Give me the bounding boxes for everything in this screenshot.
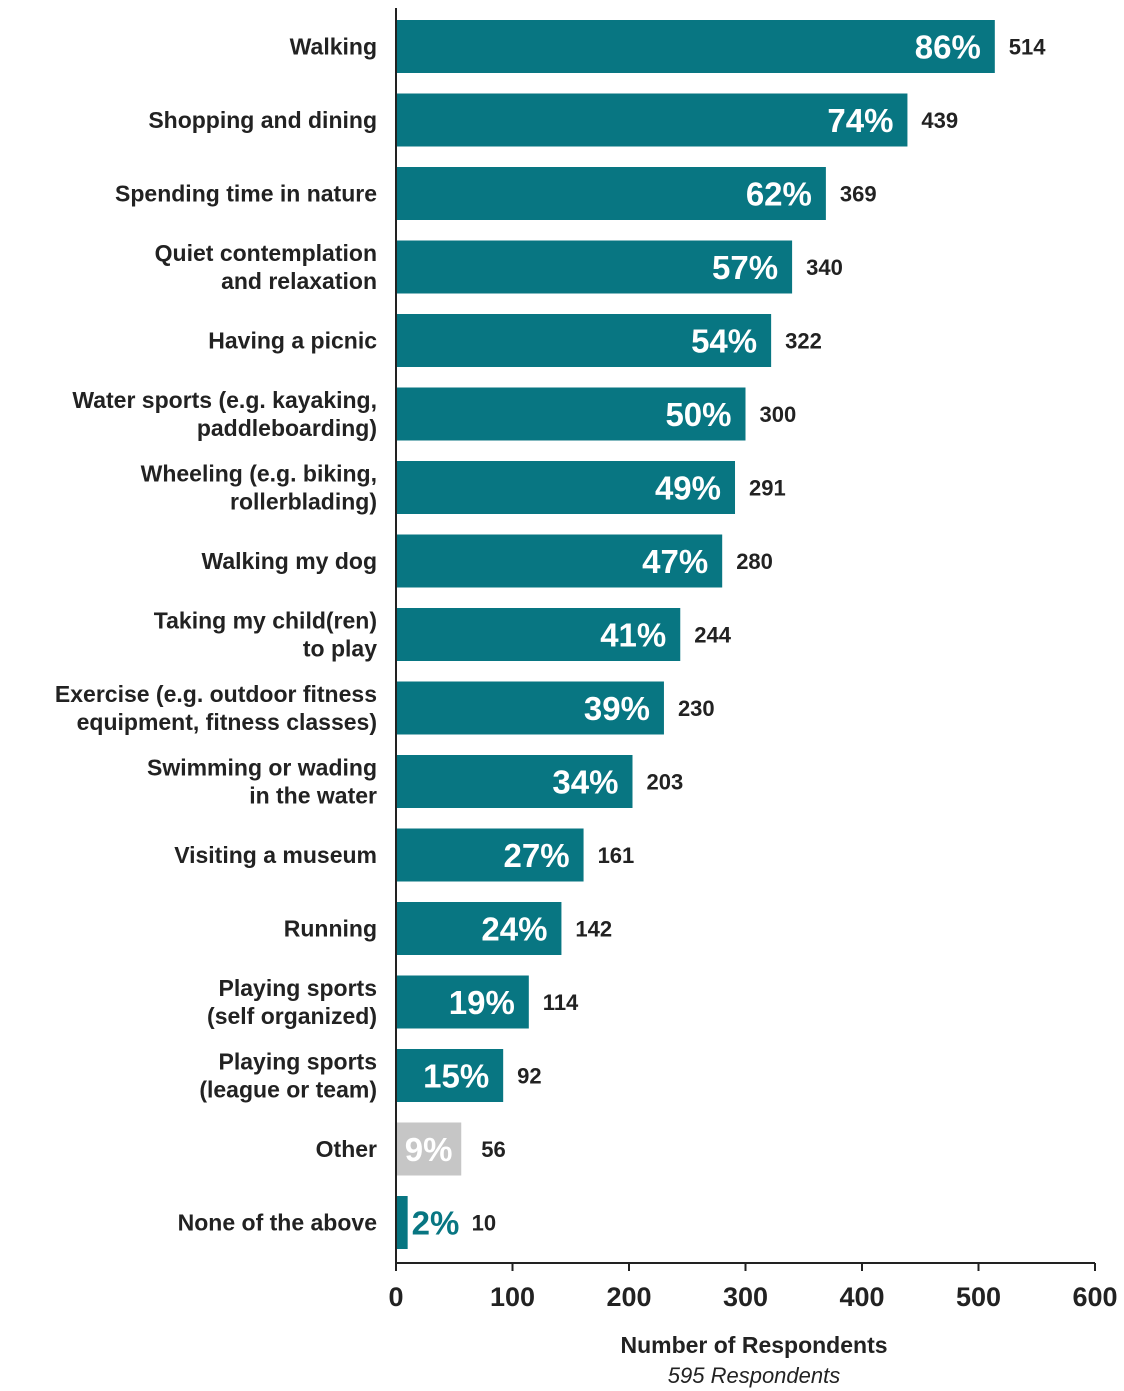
percent-label: 2%	[412, 1205, 460, 1242]
count-label: 114	[543, 990, 579, 1015]
count-label: 230	[678, 696, 715, 721]
category-label: Running	[284, 916, 377, 942]
category-label: Walking my dog	[202, 548, 378, 574]
bar	[396, 387, 746, 441]
bar	[396, 93, 908, 147]
x-tick-label: 500	[956, 1282, 1001, 1312]
percent-label: 41%	[600, 617, 666, 654]
percent-label: 50%	[665, 396, 731, 433]
category-label: equipment, fitness classes)	[77, 709, 377, 735]
category-label: Other	[316, 1136, 377, 1162]
count-label: 280	[736, 549, 773, 574]
axes: 0 100 200 300 400 500 600	[388, 8, 1118, 1312]
category-labels: Walking Shopping and dining Spending time …	[55, 34, 377, 1236]
category-label: Visiting a museum	[174, 842, 377, 868]
percent-label: 19%	[449, 984, 515, 1021]
count-label: 10	[472, 1211, 496, 1236]
percent-label: 34%	[552, 764, 618, 801]
x-tick-label: 100	[490, 1282, 535, 1312]
category-label: Quiet contemplation	[155, 240, 377, 266]
bars-group: 86% 514 74% 439 62% 369 57% 340 54% 322 50% 300 49% 2…	[396, 20, 1046, 1249]
bar	[396, 534, 723, 588]
count-label: 203	[646, 770, 683, 795]
category-label: Walking	[290, 34, 377, 60]
percent-label: 47%	[642, 543, 708, 580]
bar	[396, 461, 736, 514]
percent-label: 24%	[481, 911, 547, 948]
bar	[396, 314, 772, 367]
count-label: 322	[785, 329, 822, 354]
bar	[396, 1196, 408, 1249]
category-label: (self organized)	[207, 1003, 377, 1029]
category-label: Playing sports	[219, 1049, 377, 1075]
category-label: to play	[303, 636, 377, 662]
percent-label: 39%	[584, 690, 650, 727]
percent-label: 54%	[691, 323, 757, 360]
x-axis-subtitle: 595 Respondents	[668, 1363, 840, 1388]
x-tick-label: 200	[606, 1282, 651, 1312]
x-axis-title: Number of Respondents	[620, 1332, 887, 1358]
category-label: None of the above	[178, 1210, 377, 1236]
x-tick-label: 600	[1072, 1282, 1117, 1312]
category-label: in the water	[249, 783, 377, 809]
bar	[396, 1122, 462, 1176]
count-label: 92	[517, 1064, 541, 1089]
bar	[396, 608, 681, 661]
percent-label: 9%	[405, 1131, 453, 1168]
percent-label: 74%	[827, 102, 893, 139]
category-label: Having a picnic	[208, 328, 377, 354]
count-label: 142	[575, 917, 612, 942]
category-label: and relaxation	[221, 268, 377, 294]
bar	[396, 755, 633, 808]
category-label: Exercise (e.g. outdoor fitness	[55, 681, 377, 707]
count-label: 291	[749, 476, 786, 501]
category-label: Playing sports	[219, 975, 377, 1001]
count-label: 161	[598, 843, 635, 868]
x-tick-label: 300	[723, 1282, 768, 1312]
category-label: Water sports (e.g. kayaking,	[72, 387, 377, 413]
count-label: 56	[481, 1137, 505, 1162]
bar	[396, 902, 562, 955]
bar	[396, 240, 793, 294]
x-tick-label: 400	[839, 1282, 884, 1312]
category-label: Spending time in nature	[115, 181, 377, 207]
percent-label: 57%	[712, 249, 778, 286]
x-tick-label: 0	[388, 1282, 403, 1312]
percent-label: 27%	[504, 837, 570, 874]
category-label: rollerblading)	[230, 489, 377, 515]
count-label: 514	[1009, 35, 1046, 60]
percent-label: 62%	[746, 176, 812, 213]
count-label: 369	[840, 182, 877, 207]
percent-label: 15%	[423, 1058, 489, 1095]
bar	[396, 828, 584, 882]
category-label: Swimming or wading	[147, 755, 377, 781]
category-label: Shopping and dining	[148, 107, 377, 133]
category-label: Taking my child(ren)	[154, 608, 377, 634]
percent-label: 49%	[655, 470, 721, 507]
bar	[396, 975, 529, 1029]
percent-label: 86%	[915, 29, 981, 66]
count-label: 439	[921, 108, 958, 133]
count-label: 300	[760, 402, 797, 427]
category-label: paddleboarding)	[197, 415, 377, 441]
bar	[396, 167, 826, 220]
bar	[396, 20, 995, 73]
bar	[396, 1049, 504, 1102]
category-label: Wheeling (e.g. biking,	[141, 461, 377, 487]
bar	[396, 681, 664, 735]
count-label: 244	[694, 623, 731, 648]
category-label: (league or team)	[199, 1077, 377, 1103]
count-label: 340	[806, 255, 843, 280]
